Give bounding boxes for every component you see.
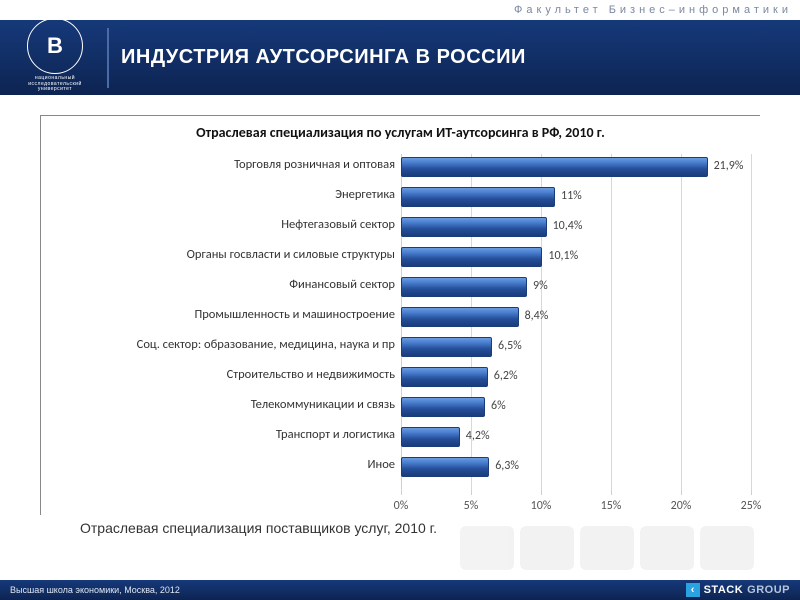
chart-gridline (751, 154, 752, 490)
chart-y-labels: Торговля розничная и оптовая Энергетика Не… (41, 154, 401, 490)
chart-bar-value: 6,3% (495, 459, 519, 473)
chart-bar-value: 4,2% (466, 429, 490, 443)
chart-bar-row: 6,2% (401, 367, 750, 387)
chart-tick (751, 490, 752, 495)
footer: Высшая школа экономики, Москва, 2012 ‹ S… (0, 580, 800, 600)
chart-bar-row: 9% (401, 277, 750, 297)
chart-category-label: Органы госвласти и силовые структуры (187, 247, 395, 262)
chart-bar-value: 8,4% (525, 309, 549, 323)
chart-x-tick-label: 15% (601, 499, 622, 513)
chart-bar-row: 10,1% (401, 247, 750, 267)
chart-bar-row: 21,9% (401, 157, 750, 177)
watermark-bars (460, 526, 780, 576)
chart-caption: Отраслевая специализация поставщиков усл… (80, 520, 437, 536)
stack-logo-icon: ‹ (686, 583, 700, 597)
chart-bar-value: 6,2% (494, 369, 518, 383)
chart-bar-value: 10,4% (553, 219, 583, 233)
chart-bar (401, 367, 488, 387)
hse-logo-circle: В (27, 18, 83, 74)
chart-bar-row: 10,4% (401, 217, 750, 237)
chart-bar-value: 21,9% (714, 159, 744, 173)
chart-x-tick-label: 10% (531, 499, 552, 513)
footer-copyright: Высшая школа экономики, Москва, 2012 (10, 585, 180, 595)
chart-tick (611, 490, 612, 495)
chart-bar (401, 187, 555, 207)
chart-x-tick-label: 25% (741, 499, 762, 513)
chart-x-tick-label: 20% (671, 499, 692, 513)
chart-category-label: Транспорт и логистика (276, 427, 395, 442)
chart-bar-row: 6,5% (401, 337, 750, 357)
chart-category-label: Торговля розничная и оптовая (234, 157, 395, 172)
stack-brand-word1: STACK (704, 584, 744, 596)
chart-bar-row: 8,4% (401, 307, 750, 327)
chart-bars-zone: 21,9% 11% 10,4% 10,1% 9% 8,4% 6,5% 6,2% 6% 4,2% 6,… (401, 154, 750, 490)
chart-bar (401, 277, 527, 297)
chart-category-label: Соц. сектор: образование, медицина, наук… (137, 337, 395, 352)
chart-bar (401, 337, 492, 357)
chart-category-label: Энергетика (335, 187, 395, 202)
chart-bar (401, 397, 485, 417)
chart-bar-value: 6,5% (498, 339, 522, 353)
stack-brand-word2: GROUP (747, 584, 790, 596)
chart-bar (401, 157, 708, 177)
chart-title: Отраслевая специализация по услугам ИТ-а… (41, 116, 760, 147)
chart-category-label: Телекоммуникации и связь (251, 397, 395, 412)
chart-tick (681, 490, 682, 495)
chart-bar-row: 6% (401, 397, 750, 417)
chart-bar (401, 427, 460, 447)
slide-title: ИНДУСТРИЯ АУТСОРСИНГА В РОССИИ (121, 46, 526, 69)
chart-category-label: Иное (367, 457, 395, 472)
chart-tick (401, 490, 402, 495)
chart-category-label: Финансовый сектор (289, 277, 395, 292)
chart-bar (401, 307, 519, 327)
chart-bar (401, 457, 489, 477)
chart-category-label: Строительство и недвижимость (227, 367, 395, 382)
header-separator (107, 28, 109, 88)
chart-bar-value: 11% (561, 189, 582, 203)
chart-bar-value: 6% (491, 399, 506, 413)
footer-brand: ‹ STACK GROUP (686, 583, 790, 597)
chart-bar-row: 11% (401, 187, 750, 207)
chart-bar-row: 6,3% (401, 457, 750, 477)
chart-tick (541, 490, 542, 495)
chart-plot-area: Торговля розничная и оптовая Энергетика Не… (41, 154, 750, 490)
chart-tick (471, 490, 472, 495)
chart-category-label: Нефтегазовый сектор (281, 217, 395, 232)
chart-container: Отраслевая специализация по услугам ИТ-а… (40, 115, 760, 515)
chart-x-tick-label: 0% (394, 499, 409, 513)
chart-bar (401, 217, 547, 237)
faculty-label: Факультет Бизнес–информатики (514, 4, 792, 16)
chart-bar-value: 9% (533, 279, 548, 293)
chart-bar-value: 10,1% (548, 249, 578, 263)
chart-bar (401, 247, 542, 267)
chart-bar-row: 4,2% (401, 427, 750, 447)
hse-logo-subtitle: национальный исследовательский университ… (15, 76, 95, 93)
chart-category-label: Промышленность и машиностроение (194, 307, 395, 322)
header-band: В национальный исследовательский универс… (0, 20, 800, 95)
hse-logo: В национальный исследовательский универс… (15, 16, 95, 96)
chart-x-tick-label: 5% (464, 499, 479, 513)
